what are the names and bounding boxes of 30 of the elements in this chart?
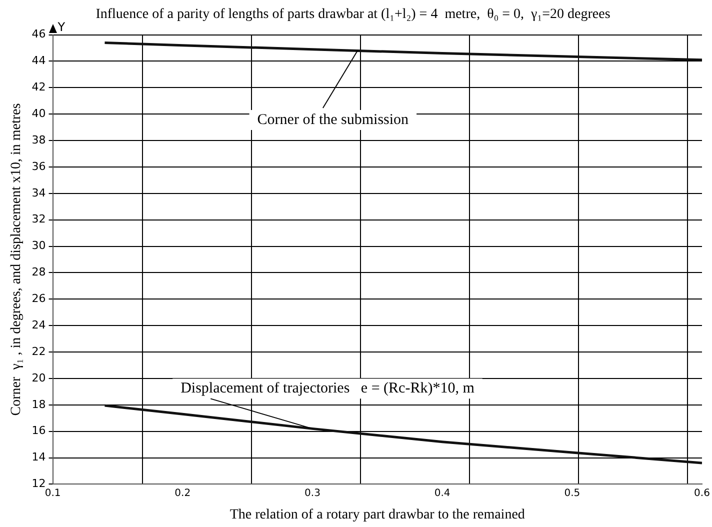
x-tick-label: 0.5 bbox=[564, 488, 580, 499]
x-tick-label: 0.4 bbox=[434, 488, 450, 499]
annotation: Displacement of trajectories e = (Rc-Rk)*10, m bbox=[180, 380, 475, 397]
y-tick-label: 14 bbox=[32, 450, 46, 464]
y-tick-label: 24 bbox=[32, 318, 46, 332]
y-tick-label: 38 bbox=[32, 133, 46, 146]
y-tick-label: 36 bbox=[32, 160, 46, 173]
y-tick-label: 12 bbox=[32, 477, 46, 490]
y-tick-label: 46 bbox=[32, 28, 46, 41]
x-axis-title: The relation of a rotary part drawbar to the remained bbox=[230, 507, 525, 522]
x-tick-label: 0.6 bbox=[694, 488, 710, 499]
y-tick-label: 18 bbox=[32, 398, 46, 411]
y-tick-label: 40 bbox=[32, 106, 46, 120]
y-tick-label: 30 bbox=[32, 239, 46, 252]
x-tick-label: 0.1 bbox=[44, 488, 61, 499]
y-axis-title: Corner γ₁ , in degrees, and displacement x10, in metres bbox=[9, 103, 24, 416]
y-tick-label: 32 bbox=[32, 212, 46, 226]
y-tick-label: 42 bbox=[32, 80, 46, 94]
annotation: Corner of the submission bbox=[257, 112, 410, 128]
y-tick-label: 28 bbox=[32, 266, 46, 279]
x-tick-label: 0.3 bbox=[304, 488, 320, 499]
y-tick-label: 16 bbox=[32, 424, 46, 438]
text: Y bbox=[56, 20, 66, 34]
y-tick-label: 44 bbox=[32, 54, 46, 68]
x-tick-label: 0.2 bbox=[174, 488, 191, 499]
y-tick-label: 22 bbox=[32, 344, 46, 358]
y-tick-label: 20 bbox=[32, 371, 46, 384]
y-tick-label: 34 bbox=[32, 186, 46, 200]
y-tick-label: 26 bbox=[32, 292, 46, 306]
chart-title: Influence of a parity of lengths of parts drawbar at (l₁+l₂) = 4 metre, θ₀ = 0, γ₁=20 degrees bbox=[96, 7, 610, 22]
